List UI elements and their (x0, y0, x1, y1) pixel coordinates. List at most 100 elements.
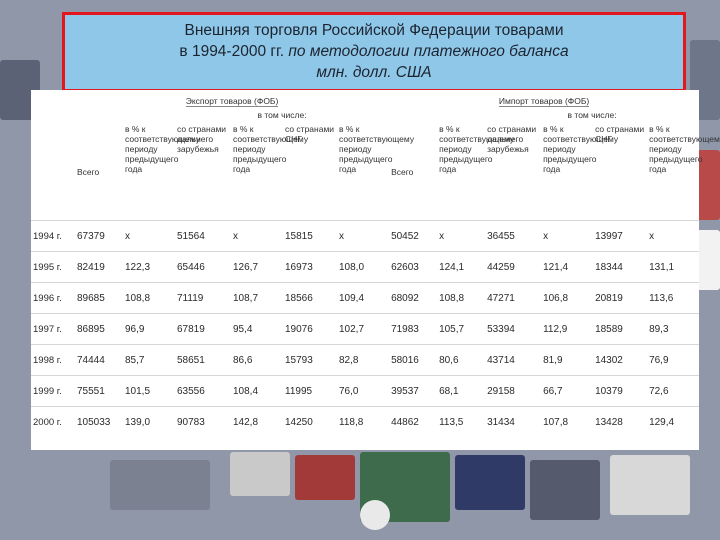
flag-tile (295, 455, 355, 500)
cell-year: 1998 г. (31, 344, 75, 376)
cell-e-cis: 19076 (283, 313, 337, 345)
cell-e-cis: 14250 (283, 406, 337, 437)
cell-i-far: 36455 (485, 220, 542, 252)
cell-e-pct: 101,5 (123, 375, 175, 407)
cell-i-pct-far: 66,7 (541, 375, 594, 407)
cell-i-pct-cis: 72,6 (647, 375, 700, 407)
cell-i-total: 50452 (389, 220, 438, 252)
table-row: 1998 г. 74444 85,7 58651 86,6 15793 82,8 58016 8… (31, 344, 700, 376)
cell-i-pct-far: 81,9 (541, 344, 594, 376)
cell-e-pct-far: 108,7 (231, 282, 283, 314)
cell-i-total: 62603 (389, 251, 438, 283)
cell-e-total: 86895 (75, 313, 123, 345)
header-export-pct-cis: в % к соответствующему периоду предыдуще… (339, 124, 415, 174)
slide-title: Внешняя торговля Российской Федерации то… (62, 12, 686, 92)
cell-i-pct-cis: 129,4 (647, 406, 700, 437)
cell-i-total: 68092 (389, 282, 438, 314)
cell-e-pct-far: 108,4 (231, 375, 283, 407)
table-row: 1997 г. 86895 96,9 67819 95,4 19076 102,7 71983… (31, 313, 700, 345)
title-line3: млн. долл. США (316, 64, 432, 81)
flag-tile (610, 455, 690, 515)
cell-e-total: 89685 (75, 282, 123, 314)
cell-e-total: 74444 (75, 344, 123, 376)
cell-i-cis: 20819 (593, 282, 648, 314)
cell-i-pct-far: 107,8 (541, 406, 594, 437)
import-header: Импорт товаров (ФОБ) (498, 96, 590, 107)
flag-tile (530, 460, 600, 520)
cell-e-total: 105033 (75, 406, 123, 437)
title-line2: в 1994-2000 гг. по методологии платежног… (65, 41, 683, 62)
cell-i-pct-cis: 89,3 (647, 313, 700, 345)
table-row: 1995 г. 82419 122,3 65446 126,7 16973 108,0 626… (31, 251, 700, 283)
cell-e-pct: 96,9 (123, 313, 175, 345)
cell-i-far: 43714 (485, 344, 542, 376)
cell-e-pct: 108,8 (123, 282, 175, 314)
header-import-far: со странами дальнего зарубежья (487, 124, 537, 154)
cell-e-far: 90783 (175, 406, 231, 437)
cell-i-pct-cis: 113,6 (647, 282, 700, 314)
header-export-pct-far: в % к соответствующему периоду предыдуще… (233, 124, 309, 174)
trade-table-scan: Экспорт товаров (ФОБ) Импорт товаров (ФО… (31, 90, 720, 450)
title-line2-plain: в 1994-2000 гг. (179, 43, 289, 60)
cell-e-pct-cis: 76,0 (337, 375, 390, 407)
cell-e-pct-cis: 109,4 (337, 282, 390, 314)
flag-tile (110, 460, 210, 510)
cell-e-pct-far: 86,6 (231, 344, 283, 376)
cell-i-cis: 13997 (593, 220, 648, 252)
cell-e-pct: 122,3 (123, 251, 175, 283)
cell-i-far: 47271 (485, 282, 542, 314)
cell-e-pct-cis: x (337, 220, 390, 252)
cell-e-cis: 15815 (283, 220, 337, 252)
cell-i-pct-cis: 131,1 (647, 251, 700, 283)
cell-year: 1994 г. (31, 220, 75, 252)
cell-i-pct-cis: 76,9 (647, 344, 700, 376)
cell-i-pct: 113,5 (437, 406, 486, 437)
cell-e-far: 67819 (175, 313, 231, 345)
flag-tile (696, 230, 720, 290)
export-header: Экспорт товаров (ФОБ) (185, 96, 279, 107)
cell-i-far: 44259 (485, 251, 542, 283)
cell-e-pct: 139,0 (123, 406, 175, 437)
cell-i-far: 29158 (485, 375, 542, 407)
cell-i-pct: 68,1 (437, 375, 486, 407)
cell-year: 1996 г. (31, 282, 75, 314)
header-export-total: Всего (77, 167, 100, 177)
cell-year: 1999 г. (31, 375, 75, 407)
header-export-cis: со странами СНГ (285, 124, 335, 144)
cell-i-pct: 80,6 (437, 344, 486, 376)
header-import-cis: со странами СНГ (595, 124, 645, 144)
cell-i-far: 53394 (485, 313, 542, 345)
cell-e-pct-far: 95,4 (231, 313, 283, 345)
cell-e-pct-far: x (231, 220, 283, 252)
cell-i-total: 39537 (389, 375, 438, 407)
cell-i-cis: 18589 (593, 313, 648, 345)
crescent-icon (360, 500, 390, 530)
header-export-far: со странами дальнего зарубежья (177, 124, 227, 154)
flag-tile (455, 455, 525, 510)
table-row: 1994 г. 67379 x 51564 x 15815 x 50452 x 36455 x 139… (31, 220, 700, 252)
cell-year: 1997 г. (31, 313, 75, 345)
cell-e-pct: 85,7 (123, 344, 175, 376)
title-line2-italic: по методологии платежного баланса (288, 43, 569, 60)
cell-e-cis: 15793 (283, 344, 337, 376)
cell-e-pct-cis: 108,0 (337, 251, 390, 283)
cell-i-pct: 124,1 (437, 251, 486, 283)
cell-e-total: 82419 (75, 251, 123, 283)
header-import-pct-cis: в % к соответствующему периоду предыдуще… (649, 124, 720, 174)
cell-e-far: 58651 (175, 344, 231, 376)
cell-e-far: 71119 (175, 282, 231, 314)
flag-tile (696, 150, 720, 220)
table-row: 2000 г. 105033 139,0 90783 142,8 14250 118,8 44… (31, 406, 700, 437)
cell-i-pct-far: 121,4 (541, 251, 594, 283)
cell-e-far: 65446 (175, 251, 231, 283)
cell-e-pct: x (123, 220, 175, 252)
cell-i-far: 31434 (485, 406, 542, 437)
trade-table: Экспорт товаров (ФОБ) Импорт товаров (ФО… (31, 90, 720, 437)
cell-e-total: 67379 (75, 220, 123, 252)
title-line1: Внешняя торговля Российской Федерации то… (184, 22, 564, 39)
cell-i-pct: 108,8 (437, 282, 486, 314)
cell-e-far: 51564 (175, 220, 231, 252)
cell-i-pct: x (437, 220, 486, 252)
cell-i-pct-cis: x (647, 220, 700, 252)
import-including: в том числе: (567, 110, 617, 120)
